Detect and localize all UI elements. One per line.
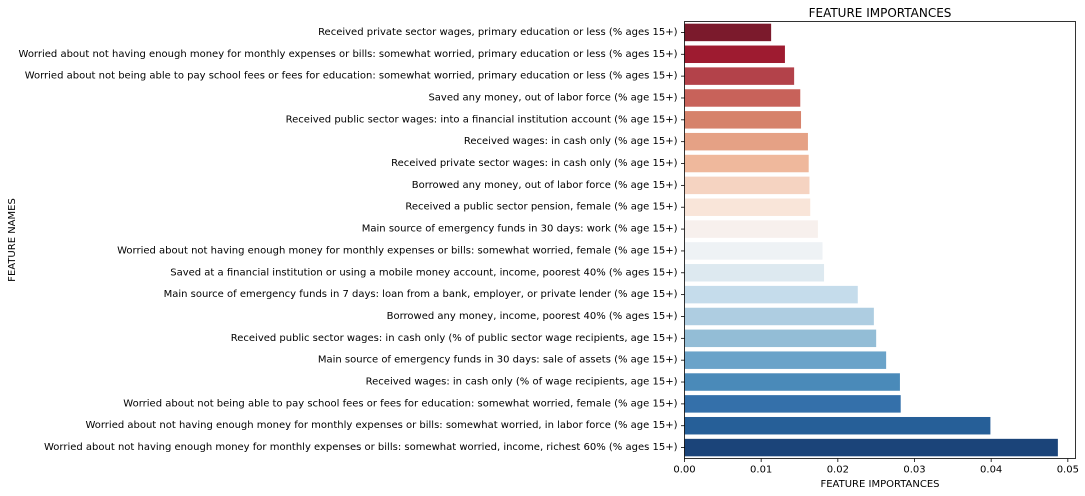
bar xyxy=(684,351,887,369)
bar xyxy=(684,23,772,42)
category-label: Received private sector wages: in cash o… xyxy=(391,158,677,169)
category-label: Worried about not having enough money fo… xyxy=(85,420,677,431)
category-label: Saved any money, out of labor force (% a… xyxy=(428,92,677,103)
bar xyxy=(684,176,810,195)
category-label: Main source of emergency funds in 30 day… xyxy=(318,355,678,366)
bar xyxy=(684,416,991,435)
x-tick-label: 0.03 xyxy=(903,465,925,476)
category-label: Received wages: in cash only (% of wage … xyxy=(366,377,678,388)
bar xyxy=(684,198,811,216)
category-label: Worried about not being able to pay scho… xyxy=(123,398,677,409)
bar xyxy=(684,220,818,238)
category-label: Worried about not being able to pay scho… xyxy=(25,71,678,82)
x-tick-label: 0.00 xyxy=(673,465,695,476)
category-label: Received public sector wages: into a fin… xyxy=(286,114,678,125)
bar xyxy=(684,154,809,173)
category-label: Worried about not having enough money fo… xyxy=(117,245,677,256)
category-label: Borrowed any money, out of labor force (… xyxy=(412,180,678,191)
x-ticks: 0.00 0.01 0.02 0.03 0.04 0.05 xyxy=(673,458,1079,476)
chart-title: FEATURE IMPORTANCES xyxy=(809,6,952,20)
bar xyxy=(684,89,801,107)
bar xyxy=(684,111,802,129)
x-tick-label: 0.02 xyxy=(827,465,849,476)
bar xyxy=(684,242,823,260)
plot-frame xyxy=(684,21,1076,459)
x-tick-label: 0.01 xyxy=(750,465,772,476)
category-label: Worried about not having enough money fo… xyxy=(44,442,678,453)
bar xyxy=(684,132,808,151)
category-label: Received a public sector pension, female… xyxy=(405,202,677,213)
y-axis-label: FEATURE NAMES xyxy=(7,198,18,282)
bar xyxy=(684,264,825,282)
category-label: Received public sector wages: in cash on… xyxy=(231,333,678,344)
category-label: Worried about not having enough money fo… xyxy=(19,49,678,60)
bar xyxy=(684,67,795,85)
x-tick-label: 0.04 xyxy=(980,465,1002,476)
category-labels: Received private sector wages, primary e… xyxy=(19,27,678,453)
category-label: Saved at a financial institution or usin… xyxy=(170,267,677,278)
bar xyxy=(684,395,901,413)
category-label: Main source of emergency funds in 30 day… xyxy=(362,224,678,235)
bars-group xyxy=(684,23,1058,457)
x-tick-label: 0.05 xyxy=(1057,465,1079,476)
category-label: Main source of emergency funds in 7 days… xyxy=(164,289,678,300)
bar xyxy=(684,307,874,326)
bar xyxy=(684,438,1058,457)
y-ticks xyxy=(681,32,685,448)
category-label: Borrowed any money, income, poorest 40% … xyxy=(387,311,678,322)
category-label: Received wages: in cash only (% age 15+) xyxy=(464,136,678,147)
category-label: Received private sector wages, primary e… xyxy=(318,27,678,38)
bar xyxy=(684,373,900,391)
bar xyxy=(684,329,877,348)
bar xyxy=(684,45,785,64)
bar xyxy=(684,285,858,304)
x-axis-label: FEATURE IMPORTANCES xyxy=(820,479,939,490)
